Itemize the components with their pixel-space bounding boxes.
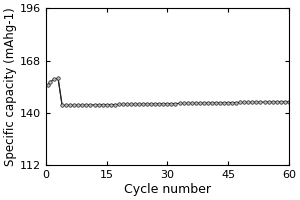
- X-axis label: Cycle number: Cycle number: [124, 183, 211, 196]
- Y-axis label: Specific capacity (mAhg-1): Specific capacity (mAhg-1): [4, 7, 17, 166]
